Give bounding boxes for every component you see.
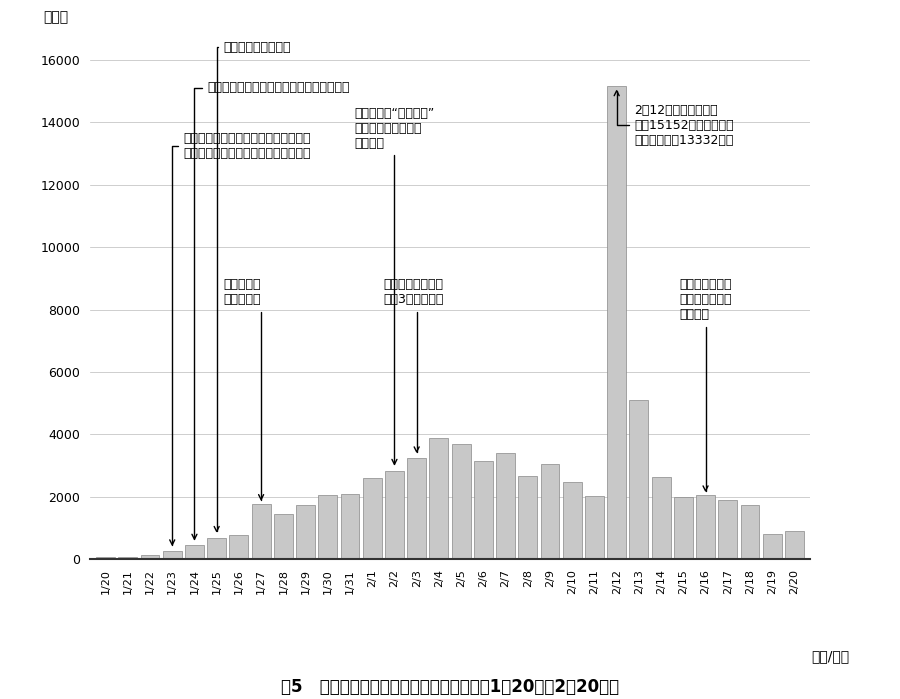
- Text: 新增出院病例数
开始超过新增确
诊病例数: 新增出院病例数 开始超过新增确 诊病例数: [679, 278, 732, 491]
- Bar: [718, 500, 737, 559]
- Bar: [652, 477, 670, 559]
- Bar: [163, 551, 182, 559]
- Bar: [319, 496, 338, 559]
- Bar: [296, 505, 315, 559]
- Bar: [474, 461, 493, 559]
- Bar: [274, 514, 292, 559]
- Text: 中央指导组
进驻武汉市: 中央指导组 进驻武汉市: [223, 278, 264, 500]
- Text: （例）: （例）: [43, 10, 68, 24]
- Bar: [429, 438, 448, 559]
- Bar: [608, 87, 626, 559]
- Bar: [496, 453, 515, 559]
- Text: 从军地调集国家医疗队驰援湖北省、武汉市: 从军地调集国家医疗队驰援湖北省、武汉市: [192, 82, 350, 539]
- Bar: [185, 545, 204, 559]
- Bar: [207, 538, 226, 559]
- Bar: [785, 531, 804, 559]
- Bar: [763, 533, 782, 559]
- Bar: [140, 554, 159, 559]
- Bar: [562, 482, 581, 559]
- Bar: [252, 504, 271, 559]
- Text: 中共中央成立应对疫情工作领导小组，
决定向湖北等疫情严重地区派出指导组: 中共中央成立应对疫情工作领导小组， 决定向湖北等疫情严重地区派出指导组: [170, 131, 310, 545]
- Text: 武汉市部署“四类人员”
分类集中管理，开展
拉网排查: 武汉市部署“四类人员” 分类集中管理，开展 拉网排查: [355, 107, 435, 464]
- Bar: [585, 496, 604, 559]
- Bar: [230, 535, 248, 559]
- Bar: [629, 401, 648, 559]
- Bar: [741, 505, 760, 559]
- Bar: [541, 463, 560, 559]
- Bar: [696, 496, 715, 559]
- Bar: [118, 557, 137, 559]
- Bar: [518, 476, 537, 559]
- Text: 武汉市建成并启用
首批3家方舱医院: 武汉市建成并启用 首批3家方舱医院: [383, 278, 444, 452]
- Bar: [363, 478, 382, 559]
- Bar: [340, 493, 359, 559]
- Bar: [96, 557, 115, 559]
- Text: （月/日）: （月/日）: [812, 649, 850, 663]
- Text: 武汉市关闭离汉通道: 武汉市关闭离汉通道: [214, 41, 291, 531]
- Text: 2月12日报告新增确诊
病例15152例（含湖北省
临床诊断病例13332例）: 2月12日报告新增确诊 病例15152例（含湖北省 临床诊断病例13332例）: [614, 91, 734, 147]
- Text: 图5   中国境内新冠肺炎新增确诊病例情况（1月20日至2月20日）: 图5 中国境内新冠肺炎新增确诊病例情况（1月20日至2月20日）: [281, 677, 619, 696]
- Bar: [452, 444, 471, 559]
- Bar: [407, 459, 426, 559]
- Bar: [674, 496, 693, 559]
- Bar: [385, 471, 404, 559]
